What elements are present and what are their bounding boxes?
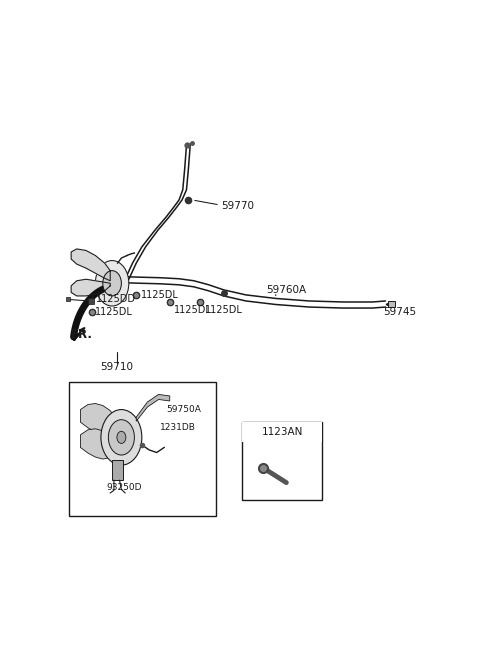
Bar xyxy=(112,460,123,480)
Text: 1125DL: 1125DL xyxy=(96,307,133,317)
Circle shape xyxy=(103,271,121,296)
Text: 1123AN: 1123AN xyxy=(262,427,303,438)
Bar xyxy=(388,301,395,307)
Polygon shape xyxy=(136,394,170,421)
Bar xyxy=(242,422,322,442)
Text: 59770: 59770 xyxy=(221,201,254,211)
Text: 1231DB: 1231DB xyxy=(160,422,196,432)
Bar xyxy=(242,422,322,501)
Text: 1125DD: 1125DD xyxy=(96,294,136,304)
Text: 1125DL: 1125DL xyxy=(205,304,243,315)
Bar xyxy=(69,382,216,516)
Text: 93250D: 93250D xyxy=(107,483,142,493)
Text: 1125DL: 1125DL xyxy=(173,304,211,315)
Text: 1125DL: 1125DL xyxy=(141,290,179,300)
Polygon shape xyxy=(71,279,110,296)
Polygon shape xyxy=(71,249,110,281)
Circle shape xyxy=(101,409,142,465)
Text: 59745: 59745 xyxy=(384,307,417,317)
Text: 59710: 59710 xyxy=(100,361,133,372)
Circle shape xyxy=(96,260,129,306)
Circle shape xyxy=(117,431,126,443)
Circle shape xyxy=(108,420,134,455)
Text: FR.: FR. xyxy=(71,328,93,341)
Text: 59750A: 59750A xyxy=(166,405,201,414)
Text: 59760A: 59760A xyxy=(266,285,307,295)
Polygon shape xyxy=(81,429,116,459)
Polygon shape xyxy=(81,403,116,434)
